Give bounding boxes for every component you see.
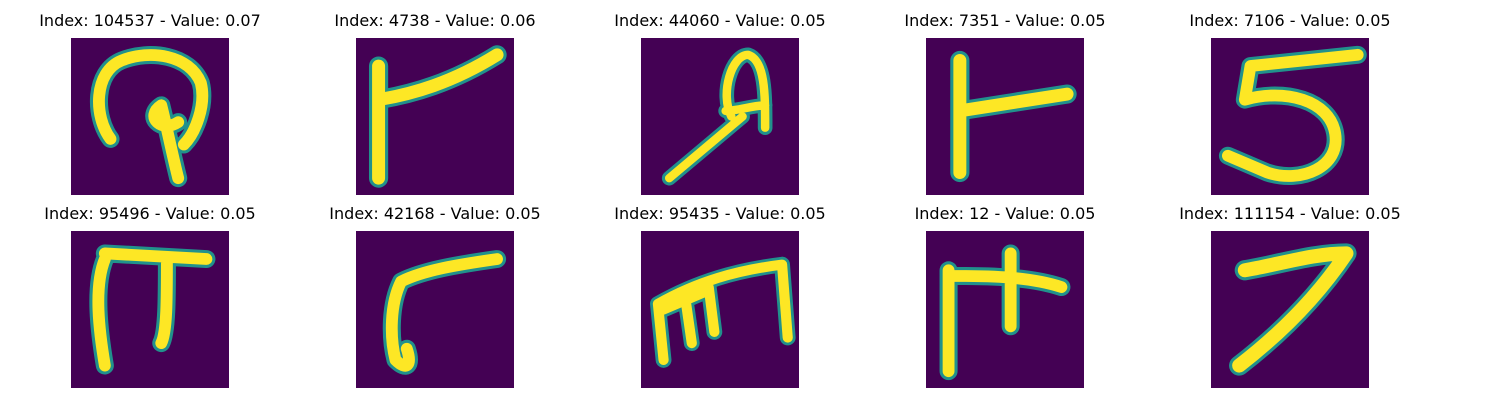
panel-title: Index: 42168 - Value: 0.05 (329, 204, 541, 223)
panel-10: Index: 111154 - Value: 0.05 (1150, 204, 1430, 388)
digit-image-hook-under-bar (356, 231, 514, 388)
panel-title: Index: 104537 - Value: 0.07 (39, 11, 261, 30)
digit-image-five-shape (1211, 38, 1369, 195)
panel-title: Index: 44060 - Value: 0.05 (614, 11, 826, 30)
panel-title: Index: 111154 - Value: 0.05 (1179, 204, 1401, 223)
digit-image-double-stem-bar (926, 231, 1084, 388)
panel-1: Index: 104537 - Value: 0.07 (10, 11, 290, 195)
panel-8: Index: 95435 - Value: 0.05 (580, 204, 860, 388)
digit-image-m-shape (641, 231, 799, 388)
panel-title: Index: 95435 - Value: 0.05 (614, 204, 826, 223)
panel-title: Index: 12 - Value: 0.05 (914, 204, 1096, 223)
panel-6: Index: 95496 - Value: 0.05 (10, 204, 290, 388)
panel-title: Index: 95496 - Value: 0.05 (44, 204, 256, 223)
panel-9: Index: 12 - Value: 0.05 (865, 204, 1145, 388)
digit-image-stroke-with-diagonal-arm (356, 38, 514, 195)
panel-5: Index: 7106 - Value: 0.05 (1150, 11, 1430, 195)
digit-image-looped-hook (71, 38, 229, 195)
digit-image-pi-shape (71, 231, 229, 388)
panel-title: Index: 7351 - Value: 0.05 (904, 11, 1106, 30)
panel-title: Index: 7106 - Value: 0.05 (1189, 11, 1391, 30)
panel-7: Index: 42168 - Value: 0.05 (295, 204, 575, 388)
panel-title: Index: 4738 - Value: 0.06 (334, 11, 536, 30)
digit-image-stroke-with-horizontal-arm (926, 38, 1084, 195)
panel-4: Index: 7351 - Value: 0.05 (865, 11, 1145, 195)
panel-3: Index: 44060 - Value: 0.05 (580, 11, 860, 195)
digit-image-loop-on-diagonal-stem (641, 38, 799, 195)
panel-2: Index: 4738 - Value: 0.06 (295, 11, 575, 195)
digit-image-seven-shape (1211, 231, 1369, 388)
